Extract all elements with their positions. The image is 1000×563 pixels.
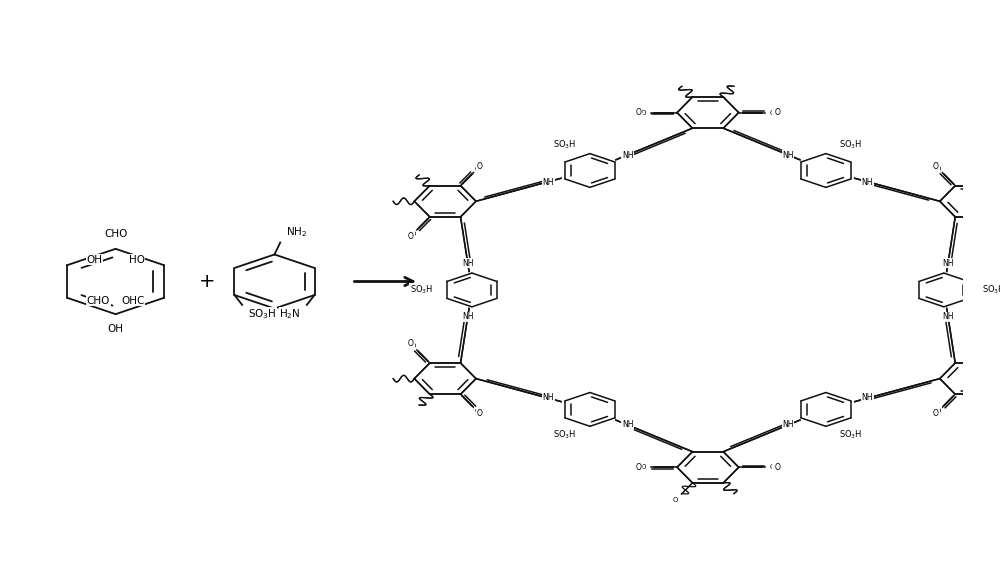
Text: O: O — [774, 108, 780, 117]
Text: O: O — [774, 463, 780, 472]
Text: SO$_3$H: SO$_3$H — [982, 284, 1000, 296]
Text: NH: NH — [543, 177, 554, 186]
Text: O: O — [477, 409, 483, 418]
Text: NH: NH — [862, 177, 873, 186]
Text: O: O — [410, 231, 416, 237]
Text: NH: NH — [462, 258, 474, 267]
Text: O: O — [770, 464, 775, 470]
Text: SO$_3$H: SO$_3$H — [410, 284, 434, 296]
Text: NH: NH — [862, 394, 873, 403]
Text: OH: OH — [86, 254, 102, 265]
Text: O: O — [936, 166, 941, 172]
Text: O: O — [408, 339, 414, 348]
Text: O: O — [476, 162, 482, 171]
Text: O: O — [773, 108, 779, 117]
Text: O: O — [934, 162, 939, 171]
Text: O: O — [476, 409, 482, 418]
Text: O: O — [641, 464, 646, 470]
Text: O: O — [410, 343, 416, 349]
Text: O: O — [475, 166, 480, 172]
Text: NH$_2$: NH$_2$ — [286, 225, 307, 239]
Text: O: O — [936, 408, 941, 414]
Text: O: O — [641, 110, 646, 115]
Text: SO$_3$H: SO$_3$H — [839, 139, 863, 151]
Text: O: O — [408, 231, 414, 240]
Text: HO: HO — [129, 254, 145, 265]
Text: SO$_3$H: SO$_3$H — [839, 428, 863, 441]
Text: O: O — [637, 108, 643, 117]
Text: SO$_3$H: SO$_3$H — [553, 428, 577, 441]
Text: NH: NH — [942, 312, 953, 321]
Text: NH: NH — [622, 420, 634, 429]
Text: NH: NH — [942, 258, 953, 267]
Text: O: O — [636, 463, 641, 472]
Text: O: O — [673, 497, 678, 503]
Text: H$_2$N: H$_2$N — [279, 307, 301, 321]
Text: NH: NH — [462, 312, 474, 321]
Text: O: O — [475, 408, 480, 414]
Text: SO$_3$H: SO$_3$H — [248, 307, 276, 321]
Text: CHO: CHO — [104, 229, 127, 239]
Text: OH: OH — [108, 324, 124, 334]
Text: SO$_3$H: SO$_3$H — [553, 139, 577, 151]
Text: NH: NH — [543, 394, 554, 403]
Text: NH: NH — [782, 151, 794, 160]
Text: O: O — [408, 232, 413, 241]
Text: O: O — [636, 108, 641, 117]
Text: +: + — [199, 272, 215, 291]
Text: OHC: OHC — [121, 296, 145, 306]
Text: NH: NH — [622, 151, 634, 160]
Text: O: O — [934, 409, 939, 418]
Text: O: O — [477, 162, 483, 171]
Text: O: O — [933, 162, 939, 171]
Text: O: O — [770, 110, 775, 115]
Text: O: O — [408, 339, 413, 348]
Text: O: O — [637, 463, 643, 472]
Text: CHO: CHO — [86, 296, 110, 306]
Text: O: O — [773, 463, 779, 472]
Text: O: O — [933, 409, 939, 418]
Text: NH: NH — [782, 420, 794, 429]
